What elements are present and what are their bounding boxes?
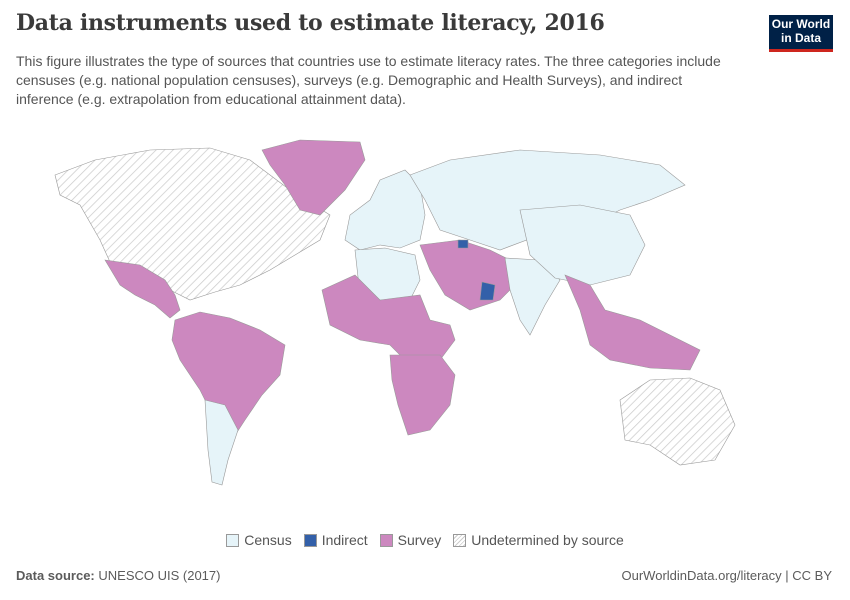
legend-label: Census: [244, 532, 292, 548]
legend-item[interactable]: Undetermined by source: [453, 532, 624, 548]
region-north-america[interactable]: [54, 147, 331, 301]
page-title: Data instruments used to estimate litera…: [16, 10, 605, 36]
legend-label: Indirect: [321, 532, 368, 548]
region-europe[interactable]: [344, 169, 426, 251]
region-southern-africa[interactable]: [389, 354, 456, 436]
source-text: UNESCO UIS (2017): [98, 568, 221, 583]
legend-swatch: [303, 533, 317, 547]
legend-item[interactable]: Indirect: [303, 532, 368, 548]
region-south-america[interactable]: [171, 311, 286, 441]
world-map: [54, 139, 736, 486]
region-middle-east[interactable]: [419, 239, 521, 311]
owid-logo[interactable]: Our World in Data: [769, 15, 833, 52]
credit-link[interactable]: OurWorldinData.org/literacy | CC BY: [621, 568, 832, 583]
legend-swatch: [453, 533, 467, 547]
legend-item[interactable]: Survey: [379, 532, 442, 548]
logo-line2: in Data: [780, 31, 821, 45]
region-west-central-africa[interactable]: [321, 274, 456, 366]
region-argentina-chile[interactable]: [204, 399, 239, 486]
region-china[interactable]: [519, 204, 646, 286]
legend-label: Survey: [397, 532, 442, 548]
region-australia[interactable]: [619, 377, 736, 466]
legend-item[interactable]: Census: [226, 532, 292, 548]
region-azerbaijan[interactable]: [457, 239, 469, 249]
region-mexico-central-america[interactable]: [104, 259, 181, 319]
region-greenland[interactable]: [261, 139, 366, 216]
legend-swatch: [379, 533, 393, 547]
subtitle: This figure illustrates the type of sour…: [16, 53, 721, 107]
data-source: Data source: UNESCO UIS (2017): [16, 568, 220, 583]
legend: Census Indirect Survey Undetermined by sour…: [0, 532, 850, 548]
region-oman[interactable]: [479, 281, 496, 301]
legend-label: Undetermined by source: [471, 532, 624, 548]
logo-line1: Our World: [771, 17, 831, 31]
region-southeast-asia[interactable]: [564, 274, 701, 371]
region-russia-central-asia[interactable]: [409, 149, 686, 251]
source-label: Data source:: [16, 568, 95, 583]
legend-swatch: [226, 533, 240, 547]
